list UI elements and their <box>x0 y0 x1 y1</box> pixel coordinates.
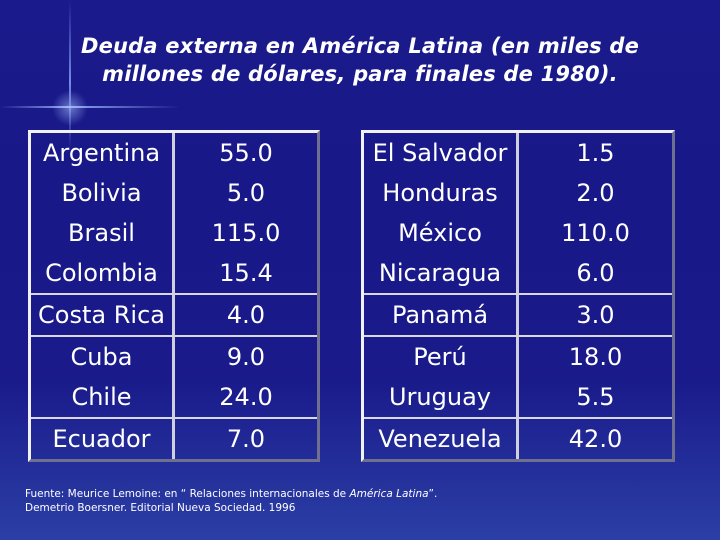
light-flare-glow <box>52 90 88 126</box>
source-prefix: Fuente: Meurice Lemoine: en “ Relaciones… <box>25 488 350 500</box>
debt-table-left: Argentina 55.0 Bolivia 5.0 Brasil 115.0 … <box>28 130 320 462</box>
country-name: Colombia <box>31 253 175 295</box>
country-name: Perú <box>364 337 519 377</box>
country-name: Chile <box>31 377 175 419</box>
source-note: Fuente: Meurice Lemoine: en “ Relaciones… <box>25 487 437 515</box>
table-row: Perú 18.0 <box>364 337 672 377</box>
table-row: Chile 24.0 <box>31 377 317 419</box>
country-name: Argentina <box>31 133 175 173</box>
debt-value: 3.0 <box>519 295 672 337</box>
debt-value: 15.4 <box>175 253 317 295</box>
debt-value: 55.0 <box>219 139 273 167</box>
debt-value: 110.0 <box>561 219 630 247</box>
debt-value: 9.0 <box>226 343 266 371</box>
country-name: Uruguay <box>364 377 519 419</box>
country-name: Cuba <box>31 337 175 377</box>
table-row: Venezuela 42.0 <box>364 419 672 459</box>
source-book-title: América Latina <box>349 488 429 500</box>
table-row: Cuba 9.0 <box>31 337 317 377</box>
source-suffix: ”. <box>428 488 438 500</box>
country-name: Brasil <box>31 213 175 253</box>
country-name: Bolivia <box>31 173 175 213</box>
table-row: Colombia 15.4 <box>31 253 317 295</box>
table-row: Ecuador 7.0 <box>31 419 317 459</box>
debt-value: 7.0 <box>226 425 266 453</box>
debt-value: 5.5 <box>519 377 672 419</box>
debt-value: 4.0 <box>175 295 317 337</box>
table-row: El Salvador 1.5 <box>364 133 672 173</box>
slide-title: Deuda externa en América Latina (en mile… <box>40 32 680 88</box>
table-row: Panamá 3.0 <box>364 295 672 337</box>
debt-value: 115.0 <box>211 219 281 247</box>
debt-value: 42.0 <box>568 425 623 453</box>
debt-value: 2.0 <box>576 179 615 207</box>
debt-value: 18.0 <box>568 343 623 371</box>
country-name: Costa Rica <box>31 295 175 337</box>
table-row: Costa Rica 4.0 <box>31 295 317 337</box>
title-line-1: Deuda externa en América Latina (en mile… <box>80 34 640 58</box>
country-name: Panamá <box>364 295 519 337</box>
table-row: Honduras 2.0 <box>364 173 672 213</box>
country-name: Venezuela <box>364 419 519 459</box>
country-name: México <box>364 213 519 253</box>
table-row: Uruguay 5.5 <box>364 377 672 419</box>
country-name: El Salvador <box>364 133 519 173</box>
title-line-2: millones de dólares, para finales de 198… <box>102 62 618 86</box>
debt-value: 6.0 <box>519 253 672 295</box>
light-flare-vertical <box>69 0 71 150</box>
source-line-2: Demetrio Boersner. Editorial Nueva Socie… <box>25 502 296 514</box>
light-flare-horizontal <box>0 106 180 108</box>
debt-value: 1.5 <box>576 139 615 167</box>
table-row: México 110.0 <box>364 213 672 253</box>
table-row: Bolivia 5.0 <box>31 173 317 213</box>
debt-value: 24.0 <box>175 377 317 419</box>
debt-value: 5.0 <box>226 179 266 207</box>
debt-table-right: El Salvador 1.5 Honduras 2.0 México 110.… <box>361 130 675 462</box>
source-line-1: Fuente: Meurice Lemoine: en “ Relaciones… <box>25 487 437 501</box>
table-row: Nicaragua 6.0 <box>364 253 672 295</box>
table-row: Brasil 115.0 <box>31 213 317 253</box>
country-name: Ecuador <box>31 419 175 459</box>
table-row: Argentina 55.0 <box>31 133 317 173</box>
country-name: Honduras <box>364 173 519 213</box>
country-name: Nicaragua <box>364 253 519 295</box>
